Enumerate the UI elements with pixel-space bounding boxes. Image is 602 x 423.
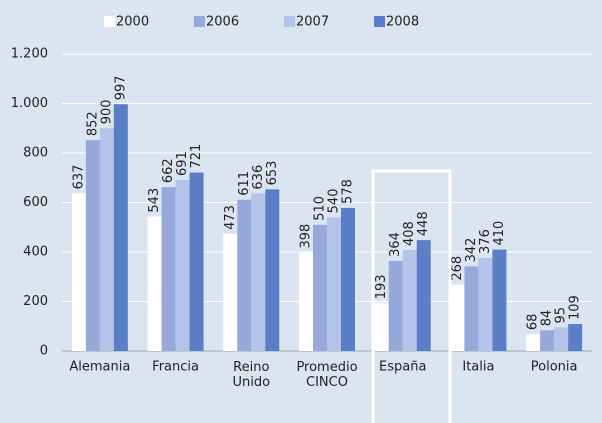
value-label: 543	[147, 188, 162, 213]
bar	[147, 216, 162, 351]
y-tick-label: 400	[23, 245, 48, 260]
legend-swatch	[194, 16, 205, 27]
bar	[71, 193, 86, 351]
value-label: 364	[388, 232, 403, 257]
value-label: 95	[554, 307, 569, 324]
bar	[492, 249, 507, 351]
bar	[416, 240, 431, 351]
bar	[265, 189, 280, 351]
legend-swatch	[284, 16, 295, 27]
value-label: 611	[237, 171, 252, 196]
bar	[374, 303, 389, 351]
x-tick-label: Francia	[152, 360, 199, 375]
value-label: 721	[189, 144, 204, 169]
legend-label: 2000	[116, 15, 149, 30]
value-label: 410	[492, 221, 507, 246]
highlight-box	[371, 169, 452, 423]
legend-label: 2007	[296, 15, 329, 30]
bar	[299, 252, 313, 351]
y-tick-label: 1.000	[11, 96, 48, 111]
x-tick-label: España	[379, 360, 426, 375]
bar	[85, 140, 100, 351]
bar	[478, 257, 493, 351]
value-label: 900	[99, 99, 114, 124]
bar	[113, 104, 128, 352]
value-label: 376	[478, 229, 493, 254]
bar	[237, 199, 252, 351]
bar	[161, 187, 176, 351]
bar	[450, 284, 465, 351]
y-tick-label: 1.200	[11, 47, 48, 62]
bar	[99, 128, 114, 351]
x-tick-label: Alemania	[69, 360, 130, 375]
value-label: 268	[450, 256, 465, 281]
value-label: 852	[85, 111, 100, 136]
value-label: 473	[223, 205, 238, 230]
bar	[175, 179, 190, 351]
value-label: 193	[374, 274, 389, 299]
value-label: 448	[416, 211, 431, 236]
bar	[341, 207, 355, 351]
value-label: 398	[299, 224, 314, 249]
legend-label: 2006	[206, 15, 239, 30]
y-tick-label: 200	[23, 294, 48, 309]
bar	[251, 193, 266, 351]
bar	[313, 224, 327, 351]
bar	[223, 233, 238, 351]
bar	[554, 327, 569, 351]
x-tick-label: Polonia	[531, 360, 578, 375]
bar	[327, 217, 341, 351]
value-label: 408	[402, 221, 417, 246]
value-label: 578	[341, 179, 356, 204]
y-tick-label: 0	[40, 344, 48, 359]
bar	[402, 250, 417, 351]
value-label: 636	[251, 165, 266, 190]
legend-swatch	[374, 16, 385, 27]
bar	[388, 260, 403, 351]
value-label: 68	[526, 314, 541, 331]
value-label: 653	[265, 161, 280, 186]
value-label: 637	[71, 165, 86, 190]
value-label: 109	[568, 295, 583, 320]
value-label: 662	[161, 158, 176, 183]
bar	[526, 334, 541, 351]
value-label: 540	[327, 189, 342, 214]
x-tick-label: Promedio CINCO	[296, 360, 357, 390]
legend-label: 2008	[386, 15, 419, 30]
bar	[540, 330, 555, 351]
x-tick-label: Reino Unido	[232, 360, 270, 390]
bar	[568, 324, 583, 351]
value-label: 510	[313, 196, 328, 221]
value-label: 342	[464, 238, 479, 263]
plot: 0 200 400 600 800 1.000 1.200 2000 2006 2007 2008 A…	[11, 15, 592, 390]
bar	[464, 266, 479, 351]
bar	[189, 172, 204, 351]
value-label: 997	[113, 75, 128, 100]
y-tick-label: 600	[23, 195, 48, 210]
value-label: 691	[175, 151, 190, 176]
y-tick-label: 800	[23, 146, 48, 161]
legend-swatch	[104, 16, 115, 27]
value-label: 84	[540, 310, 555, 327]
x-tick-label: Italia	[462, 360, 494, 375]
